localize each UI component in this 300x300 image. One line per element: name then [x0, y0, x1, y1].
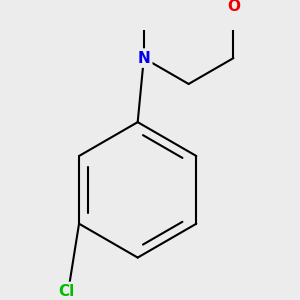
Text: O: O: [227, 0, 240, 14]
Text: Cl: Cl: [58, 284, 75, 299]
Text: N: N: [137, 51, 150, 66]
